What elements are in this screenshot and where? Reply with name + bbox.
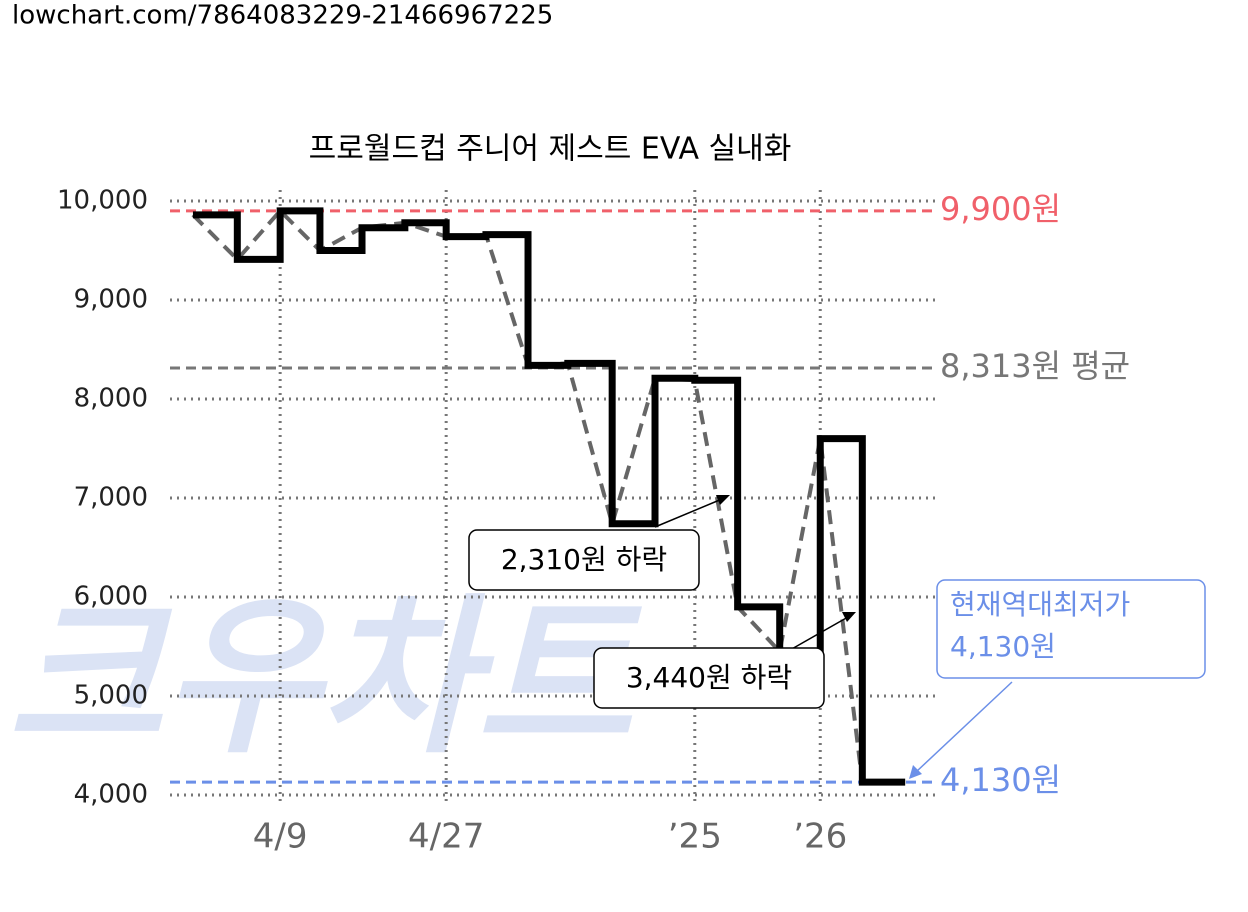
y-tick-label: 7,000	[74, 483, 148, 513]
annotation-text: 2,310원 하락	[501, 543, 667, 576]
y-tick-label: 5,000	[74, 681, 148, 711]
y-tick-label: 8,000	[74, 384, 148, 414]
x-tick-label: ’25	[668, 817, 722, 857]
reference-label: 4,130원	[940, 761, 1061, 799]
price-line	[192, 207, 906, 786]
reference-label: 9,900원	[940, 190, 1061, 228]
watermark: 크우차트	[7, 579, 642, 777]
annotation-box	[936, 579, 1206, 679]
arrow	[789, 616, 849, 651]
reference-label: 8,313원 평균	[940, 347, 1130, 385]
annotation-text: 현재역대최저가	[950, 588, 1130, 621]
x-tick-label: 4/27	[408, 817, 484, 857]
y-tick-label: 4,000	[74, 780, 148, 810]
annotation: 현재역대최저가 4,130원	[909, 579, 1206, 779]
annotation-box	[468, 529, 700, 591]
annotation-text: 3,440원 하락	[626, 661, 792, 694]
arrow-head	[842, 612, 856, 622]
annotation: 2,310원 하락	[468, 495, 730, 591]
url: lowchart.com/7864083229-21466967225	[12, 1, 553, 31]
x-tick-label: 4/9	[253, 817, 308, 857]
x-tick-label: ’26	[793, 817, 847, 857]
arrow	[915, 681, 1013, 773]
y-tick-label: 10,000	[57, 186, 148, 216]
y-tick-label: 9,000	[74, 285, 148, 315]
chart-title: 프로월드컵 주니어 제스트 EVA 실내화	[309, 132, 792, 167]
arrow	[654, 498, 723, 528]
annotation: 3,440원 하락	[593, 612, 856, 709]
annotation-box	[593, 647, 825, 709]
arrow-head	[716, 495, 730, 505]
y-tick-label: 6,000	[74, 582, 148, 612]
arrow-head	[909, 765, 922, 779]
annotation-text: 4,130원	[950, 630, 1056, 663]
